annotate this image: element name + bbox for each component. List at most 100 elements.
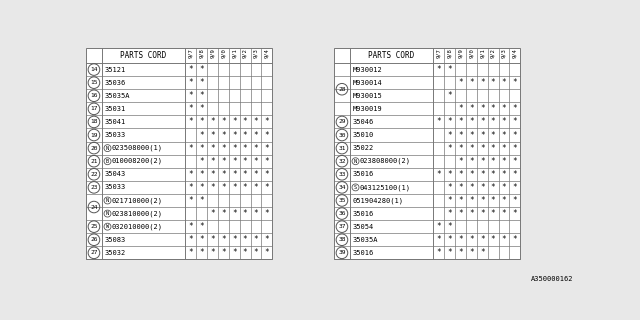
Text: N: N (106, 146, 109, 151)
Text: *: * (243, 248, 248, 257)
Text: *: * (221, 235, 226, 244)
Text: 28: 28 (338, 87, 346, 92)
Text: *: * (469, 209, 474, 218)
Text: *: * (513, 209, 517, 218)
Text: *: * (264, 209, 269, 218)
Text: 9/8: 9/8 (199, 48, 204, 58)
Text: *: * (189, 183, 193, 192)
Text: B: B (106, 159, 109, 164)
Text: *: * (447, 196, 452, 205)
Text: 023810000(2): 023810000(2) (112, 210, 163, 217)
Text: *: * (513, 170, 517, 179)
Text: N: N (106, 211, 109, 216)
Text: *: * (232, 170, 237, 179)
Text: *: * (232, 117, 237, 126)
Text: *: * (210, 117, 215, 126)
Text: *: * (458, 131, 463, 140)
Text: *: * (491, 183, 495, 192)
Text: *: * (436, 235, 441, 244)
Text: 9/0: 9/0 (221, 48, 226, 58)
Text: M930014: M930014 (353, 80, 383, 86)
Text: *: * (447, 131, 452, 140)
Text: 021710000(2): 021710000(2) (112, 197, 163, 204)
Text: *: * (264, 170, 269, 179)
Text: *: * (469, 117, 474, 126)
Text: *: * (189, 248, 193, 257)
Text: 35032: 35032 (105, 250, 126, 256)
Text: *: * (480, 209, 484, 218)
Text: *: * (253, 170, 258, 179)
Text: *: * (253, 144, 258, 153)
Text: PARTS CORD: PARTS CORD (369, 51, 415, 60)
Text: *: * (210, 170, 215, 179)
Text: *: * (189, 222, 193, 231)
Text: 20: 20 (90, 146, 98, 151)
Text: *: * (513, 131, 517, 140)
Text: *: * (189, 65, 193, 74)
Text: 010008200(2): 010008200(2) (112, 158, 163, 164)
Text: 35016: 35016 (353, 250, 374, 256)
Text: *: * (221, 131, 226, 140)
Text: *: * (502, 183, 506, 192)
Text: *: * (232, 183, 237, 192)
Text: *: * (469, 170, 474, 179)
Text: *: * (189, 78, 193, 87)
Text: 35035A: 35035A (353, 237, 378, 243)
Text: 35041: 35041 (105, 119, 126, 125)
Text: *: * (189, 196, 193, 205)
Text: *: * (243, 170, 248, 179)
Text: *: * (264, 117, 269, 126)
Text: 39: 39 (338, 250, 346, 255)
Text: *: * (458, 104, 463, 113)
Text: *: * (200, 248, 204, 257)
Text: 35083: 35083 (105, 237, 126, 243)
Text: S: S (354, 185, 357, 190)
Text: *: * (491, 196, 495, 205)
Text: *: * (458, 144, 463, 153)
Text: *: * (200, 144, 204, 153)
Text: *: * (469, 78, 474, 87)
Text: 38: 38 (338, 237, 346, 242)
Text: *: * (447, 144, 452, 153)
Text: 35033: 35033 (105, 132, 126, 138)
Text: *: * (513, 117, 517, 126)
Text: 9/3: 9/3 (253, 48, 259, 58)
Text: *: * (458, 183, 463, 192)
Text: *: * (436, 222, 441, 231)
Text: M930019: M930019 (353, 106, 383, 112)
Text: *: * (447, 65, 452, 74)
Text: 9/2: 9/2 (491, 48, 495, 58)
Text: *: * (189, 235, 193, 244)
Text: 35016: 35016 (353, 171, 374, 177)
Text: 16: 16 (90, 93, 98, 98)
Text: *: * (447, 91, 452, 100)
Text: *: * (253, 131, 258, 140)
Text: *: * (502, 117, 506, 126)
Text: *: * (221, 144, 226, 153)
Text: *: * (232, 235, 237, 244)
Text: 023808000(2): 023808000(2) (360, 158, 411, 164)
Text: *: * (513, 144, 517, 153)
Text: N: N (106, 198, 109, 203)
Text: *: * (243, 209, 248, 218)
Text: *: * (513, 104, 517, 113)
Text: *: * (200, 170, 204, 179)
Text: *: * (447, 117, 452, 126)
Text: 35031: 35031 (105, 106, 126, 112)
Text: *: * (458, 117, 463, 126)
Text: *: * (264, 183, 269, 192)
Text: 17: 17 (90, 106, 98, 111)
Text: *: * (243, 157, 248, 166)
Text: *: * (480, 131, 484, 140)
Text: *: * (200, 91, 204, 100)
Text: *: * (502, 209, 506, 218)
Text: A350000162: A350000162 (531, 276, 573, 283)
Text: *: * (513, 157, 517, 166)
Text: 35043: 35043 (105, 171, 126, 177)
Text: *: * (469, 183, 474, 192)
Text: *: * (458, 78, 463, 87)
Text: *: * (480, 157, 484, 166)
Text: *: * (491, 78, 495, 87)
Text: *: * (480, 235, 484, 244)
Text: 27: 27 (90, 250, 98, 255)
